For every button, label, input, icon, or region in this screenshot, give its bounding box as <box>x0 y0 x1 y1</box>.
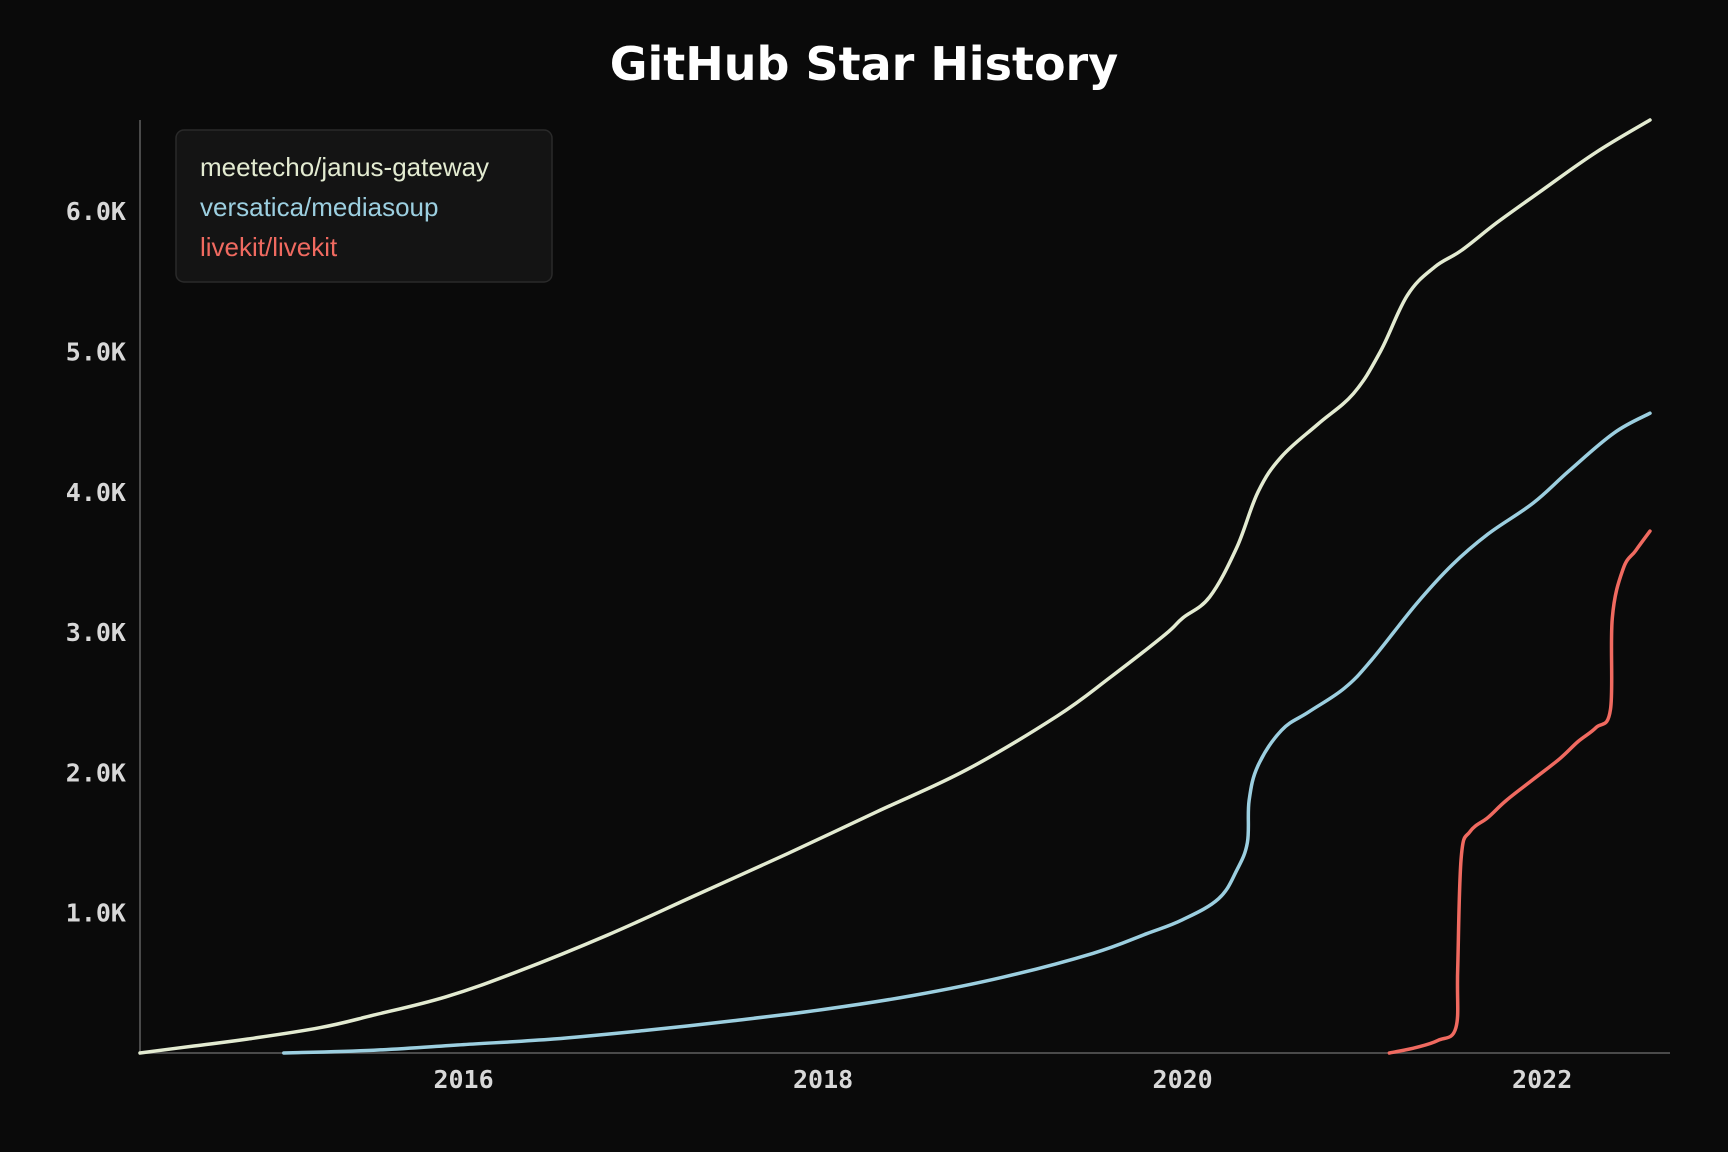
x-tick-label: 2016 <box>433 1065 493 1094</box>
series-line-1 <box>282 411 1652 1055</box>
x-tick-label: 2018 <box>793 1065 853 1094</box>
y-tick-label: 1.0K <box>66 899 126 928</box>
legend-items: meetecho/janus-gateway versatica/mediasou… <box>200 152 489 262</box>
y-tick-label: 2.0K <box>66 758 126 787</box>
x-tick-label: 2022 <box>1512 1065 1572 1094</box>
legend-item: livekit/livekit <box>200 232 338 262</box>
chart-title: GitHub Star History <box>610 37 1118 91</box>
y-tick-label: 5.0K <box>66 337 126 366</box>
y-tick-label: 4.0K <box>66 478 126 507</box>
y-tick-labels: 1.0K 2.0K 3.0K 4.0K 5.0K 6.0K <box>66 197 126 928</box>
x-tick-label: 2020 <box>1153 1065 1213 1094</box>
axes <box>139 120 1670 1054</box>
y-tick-label: 6.0K <box>66 197 126 226</box>
legend-item: meetecho/janus-gateway <box>200 152 489 182</box>
legend: meetecho/janus-gateway versatica/mediasou… <box>175 129 553 283</box>
series-lines <box>138 118 1652 1055</box>
y-tick-label: 3.0K <box>66 618 126 647</box>
legend-item: versatica/mediasoup <box>200 192 438 222</box>
series-line-0 <box>138 118 1652 1055</box>
legend-box <box>175 129 553 283</box>
x-tick-labels: 2016 2018 2020 2022 <box>433 1065 1572 1094</box>
series-line-2 <box>1387 529 1652 1055</box>
